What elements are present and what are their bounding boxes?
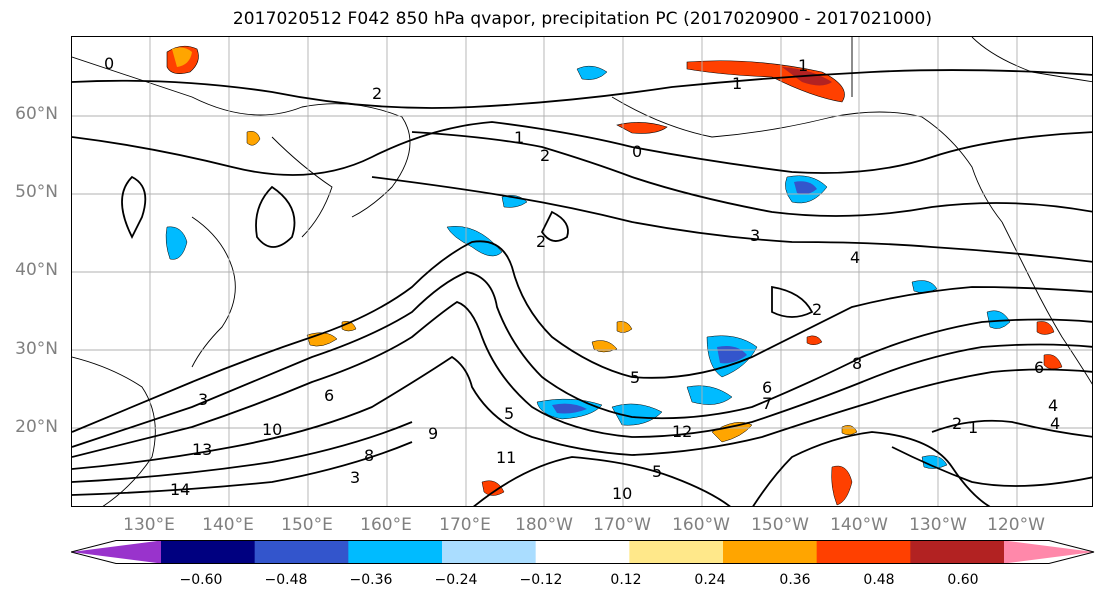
colorbar-tick-label: 0.60 [947,572,979,588]
contour-label: 1 [514,128,524,147]
lon-label: 140°E [202,515,254,535]
contour-labels: 0 1 1 2 0 1 2 3 4 2 2 3 4 5 6 8 13 14 10… [104,54,1060,503]
lon-label: 160°E [360,515,412,535]
contour-label: 1 [798,56,808,75]
colorbar-tick-label: 0.48 [863,572,895,588]
map-plot-area: 0 1 1 2 0 1 2 3 4 2 2 3 4 5 6 8 13 14 10… [72,37,1092,506]
lon-label: 180°W [515,515,573,535]
contour-label: 7 [762,394,772,413]
colorbar-tick-label: 0.36 [779,572,811,588]
contour-label: 12 [672,422,692,441]
colorbar-blocks [71,540,1094,564]
contour-label: 2 [536,232,546,251]
lon-label: 160°W [672,515,730,535]
contour-label: 5 [504,404,514,423]
contour-label: 6 [324,386,334,405]
colorbar-extend-low [71,540,161,564]
lat-label-40n: 40°N [15,260,58,280]
lon-label: 170°W [593,515,651,535]
contour-label: 14 [170,480,190,499]
colorbar-block [629,540,724,564]
contour-label: 3 [750,226,760,245]
colorbar-block [161,540,256,564]
lon-label: 120°W [987,515,1045,535]
colorbar-block [816,540,911,564]
colorbar-block [442,540,537,564]
coastlines [72,37,1092,506]
colorbar-block [348,540,443,564]
colorbar-tick-label: 0.24 [694,572,726,588]
contour-label: 2 [540,146,550,165]
contour-label: 3 [198,390,208,409]
lon-label: 150°W [751,515,809,535]
colorbar-block [254,540,349,564]
contour-label: 4 [1050,414,1060,433]
colorbar-block [910,540,1005,564]
colorbar [71,540,1095,564]
contour-label: 0 [104,54,114,73]
contour-label: 10 [612,484,632,503]
lat-label-60n: 60°N [15,104,58,124]
contour-label: 1 [968,418,978,437]
precip-positive-shading [166,45,1063,506]
contour-label: 8 [364,446,374,465]
contour-label: 5 [652,462,662,481]
colorbar-tick-label: −0.12 [519,572,563,588]
contour-label: 11 [496,448,516,467]
colorbar-tick-label: −0.48 [264,572,308,588]
contour-label: 1 [732,74,742,93]
map-title: 2017020512 F042 850 hPa qvapor, precipit… [232,9,933,29]
map-panel: 0 1 1 2 0 1 2 3 4 2 2 3 4 5 6 8 13 14 10… [71,36,1093,507]
colorbar-tick-label: −0.24 [434,572,478,588]
colorbar-tick-label: −0.36 [349,572,393,588]
contour-label: 2 [372,84,382,103]
contour-label: 6 [1034,358,1044,377]
lon-label: 130°W [909,515,967,535]
precip-negative-shading [165,65,1011,469]
lat-label-50n: 50°N [15,182,58,202]
contour-label: 2 [812,300,822,319]
contour-label: 0 [632,142,642,161]
lat-label-30n: 30°N [15,339,58,359]
contour-label: 4 [1048,396,1058,415]
contour-label: 13 [192,440,212,459]
colorbar-tick-label: −0.60 [179,572,223,588]
contour-label: 6 [762,378,772,397]
contour-label: 10 [262,420,282,439]
contour-label: 4 [850,248,860,267]
contour-label: 9 [428,424,438,443]
contour-label: 2 [952,414,962,433]
colorbar-block [535,540,630,564]
lat-label-20n: 20°N [15,417,58,437]
lon-label: 140°W [830,515,888,535]
contour-label: 3 [350,468,360,487]
colorbar-tick-label: 0.12 [610,572,642,588]
qvapor-contours [72,69,1092,506]
colorbar-extend-high [1004,540,1094,564]
lon-label: 150°E [281,515,333,535]
graticule-grid [72,37,1092,506]
contour-label: 8 [852,354,862,373]
lon-label: 130°E [123,515,175,535]
contour-label: 5 [630,368,640,387]
colorbar-block [723,540,818,564]
lon-label: 170°E [439,515,491,535]
